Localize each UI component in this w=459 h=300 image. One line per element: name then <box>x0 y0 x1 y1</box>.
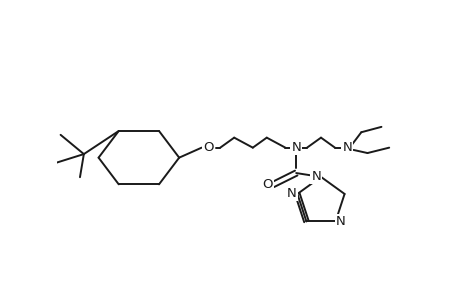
Text: N: N <box>311 170 320 183</box>
Text: O: O <box>262 178 272 191</box>
Text: O: O <box>203 141 213 154</box>
Text: N: N <box>286 188 296 200</box>
Text: N: N <box>336 215 345 228</box>
Text: N: N <box>291 141 301 154</box>
Text: N: N <box>342 141 352 154</box>
